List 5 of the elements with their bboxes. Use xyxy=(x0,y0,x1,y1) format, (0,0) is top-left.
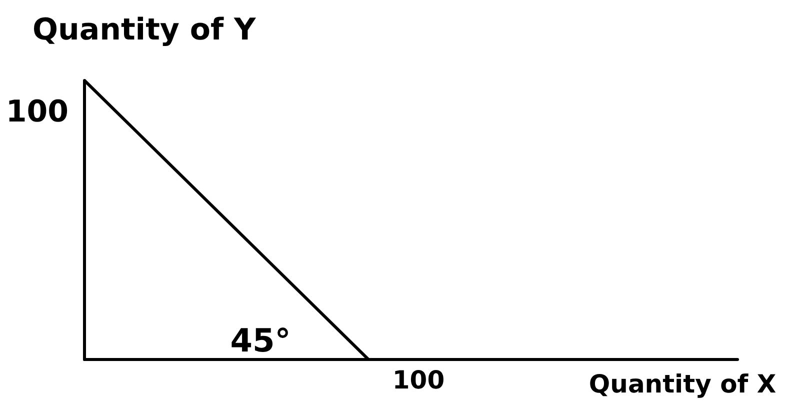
annotation: 45° xyxy=(230,322,291,360)
y-axis-title: Quantity of Y xyxy=(32,12,258,48)
text: 100 xyxy=(6,94,69,130)
x-axis-title: Quantity of X xyxy=(588,370,776,398)
text: 100 xyxy=(392,366,445,394)
